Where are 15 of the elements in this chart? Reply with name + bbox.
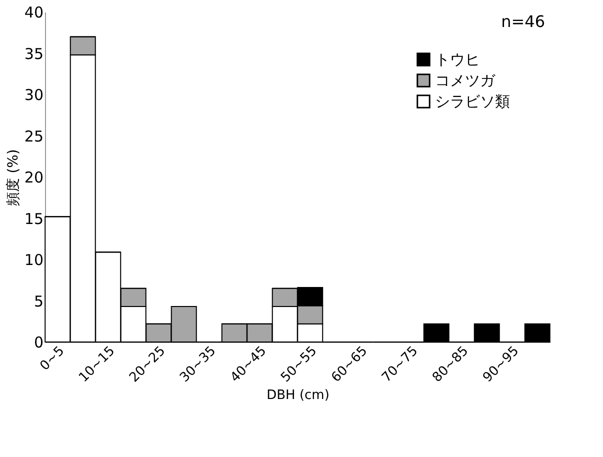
legend-label: シラビソ類: [435, 92, 510, 110]
x-axis-title: DBH (cm): [266, 388, 330, 403]
y-tick-label: 10: [24, 251, 44, 269]
y-axis-title: 頻度 (%): [5, 149, 22, 206]
legend-label: コメツガ: [435, 72, 496, 90]
y-tick-label: 20: [24, 168, 44, 186]
y-tick-label: 35: [24, 44, 44, 63]
y-tick-label: 40: [24, 4, 44, 22]
y-tick-label: 30: [24, 86, 44, 104]
legend-label: トウヒ: [435, 50, 480, 68]
y-tick-label: 0: [34, 334, 44, 352]
y-tick-label: 15: [24, 210, 44, 228]
annotation: n=46: [501, 12, 545, 31]
y-tick-label: 5: [34, 292, 44, 310]
y-tick-label: 25: [24, 127, 44, 146]
